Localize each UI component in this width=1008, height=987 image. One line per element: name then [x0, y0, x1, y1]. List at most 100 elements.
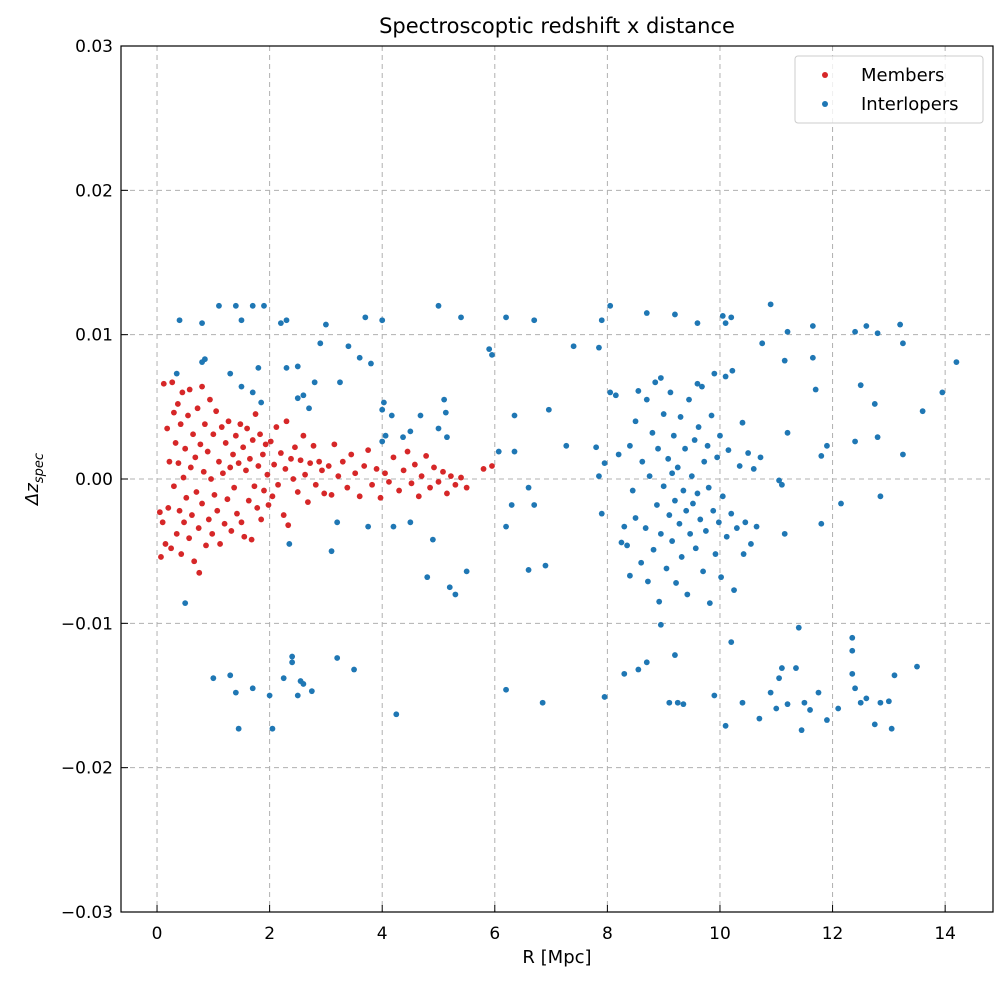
- interlopers-point: [674, 464, 681, 471]
- legend-box: [794, 55, 984, 124]
- members-point: [356, 493, 363, 500]
- members-point: [452, 481, 459, 488]
- members-point: [247, 455, 253, 462]
- members-point: [189, 512, 195, 518]
- interlopers-point: [691, 437, 698, 443]
- members-point: [227, 464, 234, 471]
- members-point: [217, 541, 223, 547]
- interlopers-point: [249, 685, 256, 692]
- members-point: [235, 460, 242, 467]
- interlopers-point: [269, 725, 276, 732]
- interlopers-point: [511, 412, 518, 419]
- members-point: [267, 438, 274, 445]
- interlopers-point: [289, 653, 296, 660]
- members-point: [209, 530, 216, 537]
- interlopers-point: [798, 727, 805, 734]
- interlopers-point: [849, 634, 856, 641]
- interlopers-point: [688, 473, 695, 480]
- interlopers-point: [665, 455, 672, 462]
- members-point: [203, 542, 209, 549]
- members-point: [204, 448, 211, 455]
- axis-ticks: 0 2 4 6 8 10 12 14 −0.03 −0.02 −0.01 0.00 0.01 0.02 0.…: [61, 37, 956, 944]
- interlopers-point: [400, 434, 406, 441]
- members-point: [185, 412, 191, 419]
- interlopers-point: [227, 370, 234, 377]
- members-point: [230, 451, 236, 458]
- interlopers-point: [694, 320, 701, 327]
- members-point: [194, 405, 201, 412]
- interlopers-point: [694, 490, 701, 497]
- interlopers-point: [717, 432, 723, 439]
- members-point: [348, 451, 355, 458]
- interlopers-point: [390, 523, 397, 530]
- interlopers-point: [261, 302, 267, 309]
- members-point: [166, 458, 173, 465]
- members-point: [234, 510, 240, 517]
- members-point: [244, 425, 250, 432]
- y-tick-label: −0.01: [61, 614, 113, 634]
- interlopers-point: [767, 689, 774, 696]
- members-point: [265, 502, 272, 508]
- interlopers-point: [232, 302, 239, 309]
- members-point: [187, 464, 194, 471]
- grid: [121, 46, 993, 912]
- members-point: [377, 494, 384, 501]
- interlopers-point: [871, 721, 878, 728]
- interlopers-point: [739, 419, 746, 426]
- interlopers-point: [379, 317, 386, 324]
- interlopers-point: [742, 519, 749, 526]
- members-point: [251, 483, 258, 490]
- interlopers-point: [728, 639, 735, 645]
- interlopers-point: [596, 344, 602, 351]
- members-point: [300, 432, 307, 439]
- interlopers-point: [407, 428, 414, 435]
- interlopers-point: [300, 681, 307, 687]
- members-point: [408, 480, 415, 487]
- interlopers-point: [699, 383, 705, 390]
- interlopers-point: [182, 600, 189, 607]
- members-point: [195, 525, 202, 531]
- members-point: [435, 478, 442, 485]
- interlopers-point: [368, 360, 374, 367]
- interlopers-point: [704, 442, 711, 449]
- interlopers-point: [300, 392, 307, 399]
- interlopers-point: [824, 442, 830, 449]
- interlopers-point: [612, 392, 619, 399]
- members-point: [207, 396, 213, 403]
- interlopers-point: [238, 383, 245, 390]
- interlopers-point: [249, 389, 256, 396]
- members-point: [304, 499, 311, 505]
- interlopers-point: [714, 454, 721, 461]
- interlopers-point: [687, 530, 694, 537]
- members-point: [232, 432, 239, 439]
- members-point: [169, 379, 176, 386]
- members-point: [171, 409, 177, 416]
- interlopers-point: [669, 538, 676, 544]
- members-point: [177, 421, 184, 428]
- interlopers-point: [294, 395, 301, 402]
- interlopers-point: [900, 340, 906, 347]
- interlopers-point: [885, 698, 892, 705]
- interlopers-point: [621, 670, 628, 677]
- interlopers-point: [328, 548, 335, 555]
- members-point: [183, 494, 190, 501]
- interlopers-point: [711, 692, 718, 699]
- members-point: [310, 442, 317, 449]
- interlopers-point: [757, 454, 764, 461]
- interlopers-point: [801, 699, 808, 706]
- interlopers-point: [337, 379, 343, 386]
- interlopers-point: [673, 580, 679, 586]
- members-point: [243, 467, 249, 474]
- interlopers-point: [542, 562, 549, 569]
- interlopers-point: [877, 699, 884, 706]
- interlopers-point: [756, 715, 763, 722]
- interlopers-point: [863, 695, 870, 702]
- interlopers-point: [632, 418, 639, 425]
- interlopers-point: [649, 429, 656, 436]
- interlopers-point: [545, 406, 552, 413]
- interlopers-point: [635, 388, 642, 394]
- interlopers-point: [857, 699, 864, 706]
- interlopers-point: [503, 686, 509, 693]
- members-point: [210, 431, 217, 438]
